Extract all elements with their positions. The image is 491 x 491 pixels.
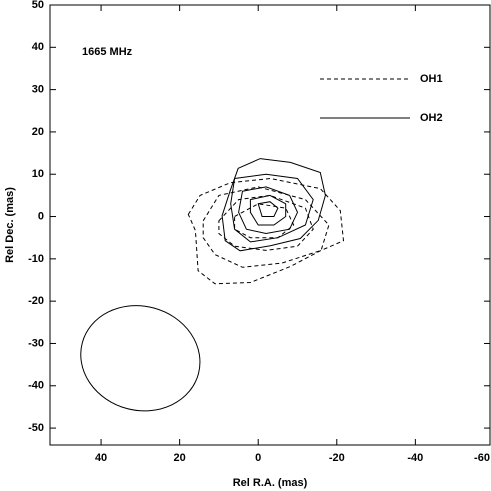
x-tick-label: 0 <box>255 452 261 464</box>
annotation: 1665 MHz <box>82 46 133 58</box>
legend-label: OH2 <box>420 112 443 124</box>
y-tick-label: -30 <box>28 337 44 349</box>
x-tick-label: -60 <box>474 452 490 464</box>
x-axis-label: Rel R.A. (mas) <box>233 477 308 489</box>
y-tick-label: 0 <box>38 210 44 222</box>
x-tick-label: 40 <box>95 452 107 464</box>
contour <box>257 201 279 217</box>
contour <box>218 194 314 251</box>
y-axis-label: Rel Dec. (mas) <box>4 187 16 263</box>
y-tick-label: 10 <box>32 168 44 180</box>
legend-label: OH1 <box>420 73 443 85</box>
x-tick-label: 20 <box>174 452 186 464</box>
y-tick-label: -50 <box>28 422 44 434</box>
plot-frame <box>49 4 491 446</box>
contour <box>221 158 326 252</box>
contour <box>230 173 314 243</box>
y-tick-label: -20 <box>28 295 44 307</box>
x-tick-label: -40 <box>407 452 423 464</box>
contour <box>202 186 330 268</box>
y-tick-label: -10 <box>28 253 44 265</box>
y-tick-label: 50 <box>32 0 44 11</box>
contour <box>234 203 295 239</box>
contour <box>238 186 299 235</box>
y-tick-label: 40 <box>32 41 44 53</box>
x-tick-label: -20 <box>329 452 345 464</box>
y-tick-label: 30 <box>32 84 44 96</box>
beam <box>80 305 201 412</box>
y-tick-label: -40 <box>28 380 44 392</box>
y-tick-label: 20 <box>32 126 44 138</box>
contour <box>187 177 345 285</box>
contour <box>249 194 287 226</box>
